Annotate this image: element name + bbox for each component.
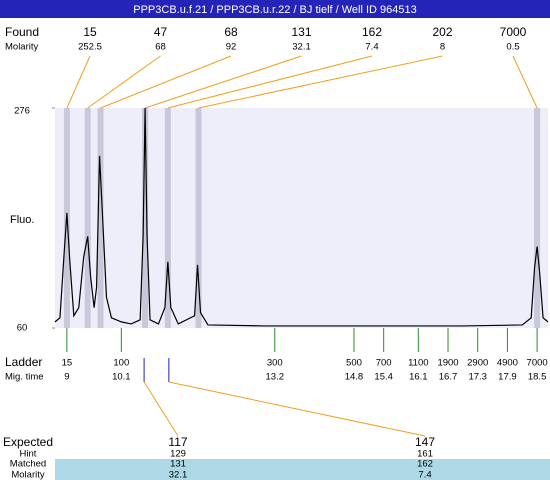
matched-molarity-label: Molarity (11, 470, 45, 480)
ladder-size: 700 (376, 358, 392, 369)
expected-connector (143, 381, 179, 437)
mig-time: 16.7 (439, 372, 458, 383)
hint-size: 161 (417, 449, 433, 460)
mig-time: 16.1 (409, 372, 428, 383)
found-size: 7000 (500, 25, 527, 39)
matched-molarity: 32.1 (169, 470, 188, 480)
found-molarity: 252.5 (78, 42, 102, 53)
mig-time: 17.9 (498, 372, 517, 383)
expected-size: 117 (168, 435, 187, 449)
matched-molarity: 7.4 (418, 470, 431, 480)
peak-band (97, 108, 104, 328)
y-axis-label: Fluo. (10, 214, 34, 226)
expected-label: Expected (3, 435, 53, 449)
hint-size: 129 (170, 449, 186, 460)
matched-size: 131 (170, 459, 186, 470)
plot-area (55, 108, 548, 328)
mig-time: 14.8 (345, 372, 364, 383)
trace (54, 107, 549, 327)
molarity-label: Molarity (5, 42, 39, 53)
peak-band (84, 108, 91, 328)
ladder-size: 7000 (527, 358, 548, 369)
found-molarity: 32.1 (292, 42, 311, 53)
found-molarity: 92 (226, 42, 237, 53)
found-label: Found (5, 25, 39, 39)
peak-band (195, 108, 202, 328)
found-connector (167, 55, 373, 109)
title-bar (0, 0, 550, 18)
found-molarity: 8 (440, 42, 445, 53)
found-size: 131 (291, 25, 311, 39)
mig-time: 17.3 (468, 372, 487, 383)
peak-band (164, 108, 171, 328)
expected-size: 147 (415, 435, 435, 449)
found-connector (512, 55, 538, 109)
ladder-size: 500 (346, 358, 362, 369)
found-connector (100, 55, 232, 109)
found-molarity: 0.5 (506, 42, 519, 53)
found-size: 162 (362, 25, 382, 39)
matched-label: Matched (10, 459, 46, 470)
ladder-size: 2900 (467, 358, 488, 369)
ladder-label: Ladder (5, 355, 42, 369)
mig-time: 18.5 (528, 372, 547, 383)
mig-time: 13.2 (266, 372, 285, 383)
found-size: 15 (83, 25, 97, 39)
chart-title: PPP3CB.u.f.21 / PPP3CB.u.r.22 / BJ tielf… (133, 4, 417, 16)
peak-band (142, 108, 149, 328)
found-molarity: 68 (155, 42, 166, 53)
found-connector (66, 55, 91, 109)
found-connector (87, 55, 161, 109)
ladder-size: 300 (267, 358, 283, 369)
ladder-size: 1900 (437, 358, 458, 369)
found-size: 68 (224, 25, 238, 39)
peak-band (534, 108, 541, 328)
mig-time: 10.1 (112, 372, 131, 383)
hint-label: Hint (20, 449, 37, 460)
expected-connector (168, 381, 426, 437)
ladder-size: 1100 (408, 358, 428, 369)
found-size: 47 (154, 25, 168, 39)
mig-time-label: Mig. time (5, 372, 44, 383)
mig-time: 9 (64, 372, 69, 383)
mig-time: 15.4 (374, 372, 393, 383)
ladder-size: 4900 (497, 358, 518, 369)
ladder-size: 15 (62, 358, 73, 369)
found-connector (144, 55, 302, 109)
matched-size: 162 (417, 459, 433, 470)
ladder-size: 100 (113, 358, 129, 369)
found-size: 202 (432, 25, 452, 39)
matched-band (55, 459, 550, 480)
y-tick-label: 276 (14, 106, 30, 117)
found-molarity: 7.4 (365, 42, 378, 53)
y-tick-label: 60 (17, 323, 28, 334)
found-connector (198, 55, 443, 109)
